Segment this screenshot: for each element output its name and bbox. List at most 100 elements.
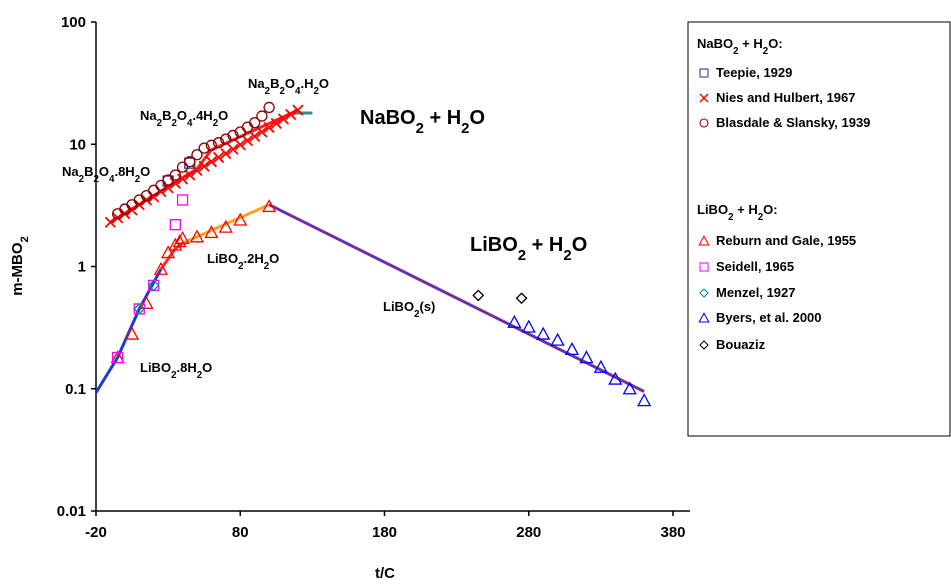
annotation: NaBO2 + H2O [360, 107, 485, 137]
curve [94, 268, 163, 394]
x-tick-label: 180 [372, 524, 397, 541]
data-point [139, 295, 154, 309]
data-point [169, 169, 181, 181]
data-point [521, 319, 536, 333]
data-point [169, 218, 181, 231]
data-point [205, 139, 218, 151]
data-point [112, 212, 124, 224]
y-tick-label: 100 [61, 14, 86, 31]
legend-marker [699, 93, 709, 103]
data-point [263, 121, 275, 134]
legend-label: Menzel, 1927 [716, 285, 796, 300]
data-point [256, 126, 268, 138]
data-point [220, 133, 232, 145]
data-point [198, 160, 210, 172]
x-tick-label: 80 [232, 524, 249, 541]
data-point [104, 216, 117, 228]
data-point [147, 279, 160, 292]
data-point [263, 101, 275, 114]
data-point [608, 371, 623, 385]
data-point [168, 237, 183, 251]
y-tick-label: 1 [78, 259, 86, 276]
legend-marker [699, 340, 709, 350]
data-point [579, 350, 594, 364]
data-point [536, 326, 551, 340]
annotation: LiBO2.2H2O [207, 251, 279, 272]
data-point [262, 199, 277, 213]
legend-marker [699, 68, 709, 78]
data-point [270, 117, 282, 130]
data-point [564, 342, 580, 356]
data-point [111, 351, 124, 364]
data-point [277, 113, 290, 125]
legend-marker [698, 312, 710, 323]
legend-label: Seidell, 1965 [716, 259, 794, 274]
data-point [205, 156, 218, 168]
curve [268, 203, 645, 393]
legend-marker [699, 262, 709, 272]
x-tick-label: -20 [85, 524, 107, 541]
data-point [140, 189, 153, 202]
legend-group-title: LiBO2 + H2O: [697, 202, 778, 223]
data-point [637, 393, 652, 407]
data-point [124, 326, 140, 340]
data-point [204, 225, 219, 239]
legend-marker [699, 288, 709, 298]
data-point [256, 110, 268, 122]
data-point [220, 147, 232, 160]
legend-label: Bouaziz [716, 337, 766, 352]
curve [181, 203, 270, 245]
data-point [175, 230, 190, 244]
data-point [176, 194, 189, 206]
annotation: LiBO2 + H2O [470, 234, 587, 264]
data-point [241, 121, 254, 133]
data-point [133, 302, 146, 315]
legend-label: Blasdale & Slansky, 1939 [716, 115, 870, 130]
data-point [169, 177, 181, 189]
y-tick-label: 10 [69, 136, 86, 153]
data-point [292, 104, 304, 116]
data-point [189, 229, 205, 243]
legend-label: Reburn and Gale, 1955 [716, 233, 856, 248]
data-point [155, 179, 167, 192]
data-point [472, 289, 485, 302]
data-point [153, 261, 169, 275]
data-point [550, 332, 565, 346]
y-axis-label: m-MBO2 [9, 236, 31, 296]
legend-group-title: NaBO2 + H2O: [697, 36, 783, 57]
annotation: LiBO2(s) [383, 299, 435, 320]
y-tick-label: 0.01 [57, 503, 86, 520]
data-point [198, 142, 210, 154]
legend-label: Nies and Hulbert, 1967 [716, 90, 855, 105]
annotation: Na2B2O4.H2O [248, 76, 329, 97]
legend-marker [698, 235, 710, 246]
data-point [622, 381, 637, 395]
curve [159, 241, 184, 271]
data-point [507, 314, 522, 328]
legend-label: Byers, et al. 2000 [716, 310, 822, 325]
x-tick-label: 380 [660, 524, 685, 541]
data-point [184, 156, 196, 168]
data-point [172, 234, 187, 248]
data-point [249, 130, 261, 143]
legend-box [687, 21, 951, 437]
data-point [212, 151, 225, 164]
data-point [593, 359, 608, 373]
x-tick-label: 280 [516, 524, 541, 541]
legend-marker [699, 118, 709, 128]
data-point [191, 164, 203, 177]
annotation: Na2B2O4.8H2O [62, 164, 150, 185]
data-point [212, 137, 225, 149]
data-point [218, 219, 233, 233]
data-point [515, 292, 528, 305]
data-point [184, 169, 196, 181]
data-point [233, 212, 248, 226]
legend-label: Teepie, 1929 [716, 65, 792, 80]
data-point [249, 117, 261, 129]
data-point [176, 161, 189, 173]
data-point [241, 135, 254, 147]
x-axis-label: t/C [375, 565, 395, 582]
y-tick-label: 0.1 [65, 381, 86, 398]
data-point [227, 143, 239, 155]
